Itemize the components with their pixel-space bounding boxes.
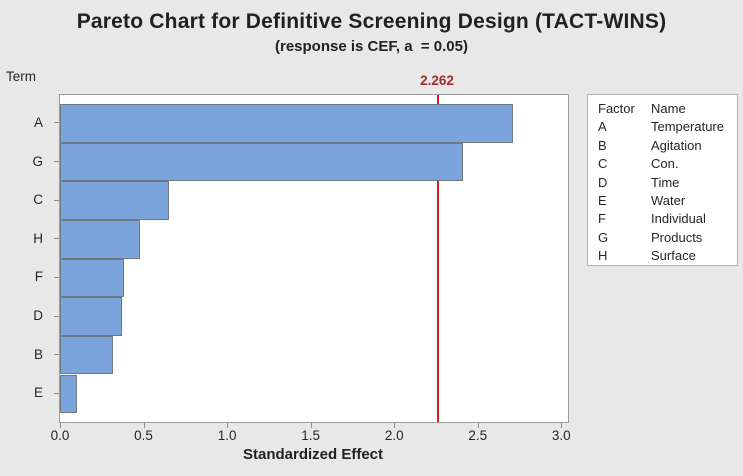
bar-term-C bbox=[60, 181, 169, 220]
x-tick-label-2.5: 2.5 bbox=[468, 428, 488, 443]
legend-row: H Surface bbox=[598, 247, 737, 265]
legend-row: B Agitation bbox=[598, 137, 737, 155]
x-tick-label-2.0: 2.0 bbox=[384, 428, 404, 443]
legend-name-C: Con. bbox=[651, 156, 679, 172]
x-tick-mark bbox=[477, 423, 479, 428]
chart-title: Pareto Chart for Definitive Screening De… bbox=[76, 10, 667, 33]
chart-subtitle: (response is CEF, a = 0.05) bbox=[274, 38, 468, 55]
y-tick-label-E: E bbox=[33, 385, 43, 401]
plot-area bbox=[59, 94, 569, 423]
y-tick-mark bbox=[54, 354, 59, 356]
x-tick-label-0.0: 0.0 bbox=[50, 428, 70, 443]
y-tick-label-A: A bbox=[33, 114, 43, 130]
legend-factor-A: A bbox=[598, 119, 607, 135]
legend-factor-B: B bbox=[598, 137, 607, 153]
bar-term-G bbox=[60, 142, 463, 182]
legend-factor-F: F bbox=[598, 211, 606, 227]
legend-name-D: Time bbox=[651, 174, 680, 190]
legend-factor-C: C bbox=[598, 156, 608, 172]
legend: Factor Name A Temperature B Agitation C Con. D Ti… bbox=[587, 94, 738, 266]
y-tick-mark bbox=[54, 161, 59, 163]
legend-factor-G: G bbox=[598, 229, 609, 245]
x-tick-label-3.0: 3.0 bbox=[551, 428, 571, 443]
x-tick-mark bbox=[60, 423, 61, 428]
y-tick-label-H: H bbox=[33, 230, 43, 246]
reference-line-label: 2.262 bbox=[420, 73, 454, 88]
bar-term-B bbox=[60, 335, 114, 375]
bar-term-F bbox=[60, 258, 124, 298]
bar-term-D bbox=[60, 297, 122, 336]
y-tick-label-B: B bbox=[33, 346, 43, 362]
x-tick-mark bbox=[561, 423, 563, 428]
legend-header-name: Name bbox=[651, 101, 686, 116]
legend-name-A: Temperature bbox=[651, 119, 724, 135]
x-tick-mark bbox=[227, 423, 229, 428]
x-tick-mark bbox=[143, 423, 145, 428]
legend-name-H: Surface bbox=[651, 248, 696, 264]
x-tick-label-0.5: 0.5 bbox=[134, 428, 153, 443]
x-tick-mark bbox=[394, 423, 396, 428]
y-axis-title: Term bbox=[6, 69, 36, 84]
bar-term-E bbox=[60, 374, 77, 414]
x-tick-label-1.5: 1.5 bbox=[301, 428, 321, 443]
legend-row: E Water bbox=[598, 192, 737, 210]
legend-name-F: Individual bbox=[651, 211, 706, 227]
legend-row: Factor Name bbox=[598, 100, 737, 118]
y-tick-label-F: F bbox=[34, 269, 43, 285]
legend-name-E: Water bbox=[651, 193, 686, 209]
x-tick-mark bbox=[310, 423, 312, 428]
bar-term-H bbox=[60, 219, 141, 259]
y-tick-label-C: C bbox=[33, 192, 43, 208]
legend-row: G Products bbox=[598, 229, 737, 247]
y-tick-label-G: G bbox=[32, 153, 43, 169]
legend-factor-E: E bbox=[598, 193, 607, 209]
y-tick-mark bbox=[54, 238, 59, 240]
bar-term-A bbox=[60, 104, 513, 143]
y-tick-mark bbox=[54, 276, 59, 278]
legend-row: F Individual bbox=[598, 210, 737, 228]
x-tick-label-1.0: 1.0 bbox=[217, 428, 237, 443]
legend-factor-D: D bbox=[598, 174, 608, 190]
legend-header-factor: Factor bbox=[598, 101, 635, 116]
y-tick-label-D: D bbox=[33, 308, 43, 324]
y-tick-mark bbox=[54, 392, 59, 394]
y-tick-mark bbox=[54, 199, 59, 201]
y-tick-mark bbox=[54, 122, 59, 124]
legend-name-B: Agitation bbox=[651, 137, 702, 153]
y-tick-mark bbox=[54, 315, 59, 317]
reference-line bbox=[436, 95, 439, 422]
legend-row: A Temperature bbox=[598, 118, 737, 136]
legend-name-G: Products bbox=[651, 229, 703, 245]
legend-factor-H: H bbox=[598, 248, 608, 264]
legend-row: C Con. bbox=[598, 155, 737, 173]
x-axis-title: Standardized Effect bbox=[242, 446, 384, 463]
legend-row: D Time bbox=[598, 174, 737, 192]
